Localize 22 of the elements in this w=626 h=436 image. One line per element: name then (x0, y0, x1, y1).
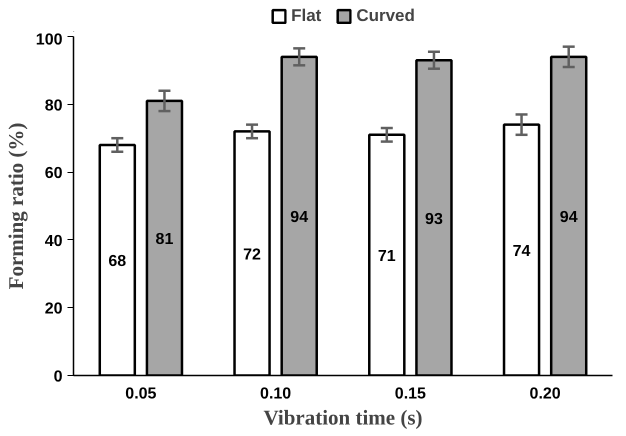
data-label: 93 (425, 210, 443, 228)
y-tick-label: 100 (36, 32, 63, 48)
x-axis-title: Vibration time (s) (263, 406, 423, 430)
x-tick-label: 0.05 (125, 386, 157, 402)
data-label: 94 (290, 209, 308, 226)
data-label: 71 (378, 248, 396, 266)
legend-label: Flat (291, 6, 322, 26)
y-tick-label: 60 (44, 165, 63, 182)
data-label: 81 (156, 231, 174, 248)
x-tick-label: 0.15 (394, 386, 426, 402)
y-tick-label: 0 (54, 368, 63, 386)
y-tick-label: 80 (44, 97, 63, 114)
x-tick-label: 0.10 (260, 386, 292, 402)
data-label: 68 (108, 253, 126, 270)
data-label: 72 (243, 246, 262, 264)
y-tick-label: 40 (44, 232, 63, 250)
x-tick-label: 0.20 (530, 386, 561, 402)
y-axis-title: Forming ratio (%) (4, 122, 28, 290)
data-label: 74 (512, 243, 531, 260)
y-tick-label: 20 (44, 300, 63, 318)
legend-label: Curved (356, 6, 415, 26)
data-label: 94 (560, 209, 578, 226)
